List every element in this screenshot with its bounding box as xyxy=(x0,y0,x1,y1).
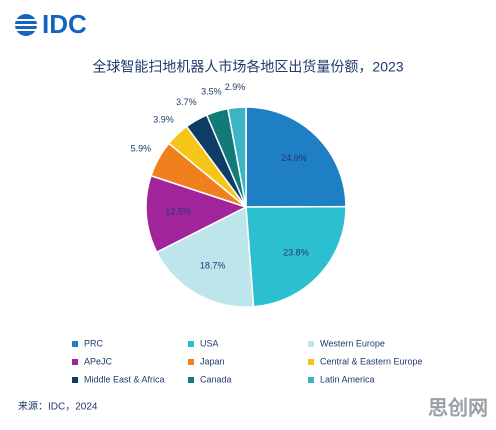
legend-label: Central & Eastern Europe xyxy=(320,356,423,366)
legend-label: APeJC xyxy=(84,356,113,366)
legend-swatch xyxy=(188,377,194,383)
source: 来源：IDC，2024 xyxy=(18,400,98,413)
data-label: 18.7% xyxy=(200,261,226,271)
legend-swatch xyxy=(188,341,194,347)
legend-swatch xyxy=(308,377,314,383)
legend-label: Japan xyxy=(200,356,225,366)
pie-slice xyxy=(245,205,347,308)
legend-label: USA xyxy=(200,338,219,348)
data-label: 3.5% xyxy=(201,86,222,96)
pie-slice xyxy=(145,174,248,254)
logo-icon xyxy=(15,14,37,36)
legend-swatch xyxy=(308,341,314,347)
legend-swatch xyxy=(308,359,314,365)
data-label: 5.9% xyxy=(131,143,152,153)
pie-slice xyxy=(155,205,255,308)
legend-label: Western Europe xyxy=(320,338,385,348)
data-label: 2.9% xyxy=(225,82,246,92)
legend-swatch xyxy=(72,359,78,365)
data-label: 24.9% xyxy=(281,153,307,163)
data-label: 12.5% xyxy=(165,207,191,217)
data-label: 23.8% xyxy=(283,248,309,258)
data-label: 3.9% xyxy=(153,114,174,124)
watermark: 思创网 xyxy=(428,395,488,419)
legend-label: Canada xyxy=(200,374,232,384)
legend-label: Latin America xyxy=(320,374,375,384)
chart-title: 全球智能扫地机器人市场各地区出货量份额，2023 xyxy=(92,59,403,75)
legend-label: Middle East & Africa xyxy=(84,374,165,384)
legend-swatch xyxy=(72,377,78,383)
pie-slice xyxy=(226,106,247,208)
logo: IDC xyxy=(42,9,87,39)
data-label: 3.7% xyxy=(176,97,197,107)
legend-label: PRC xyxy=(84,338,104,348)
legend-swatch xyxy=(188,359,194,365)
legend-swatch xyxy=(72,341,78,347)
pie-slice xyxy=(245,106,347,208)
